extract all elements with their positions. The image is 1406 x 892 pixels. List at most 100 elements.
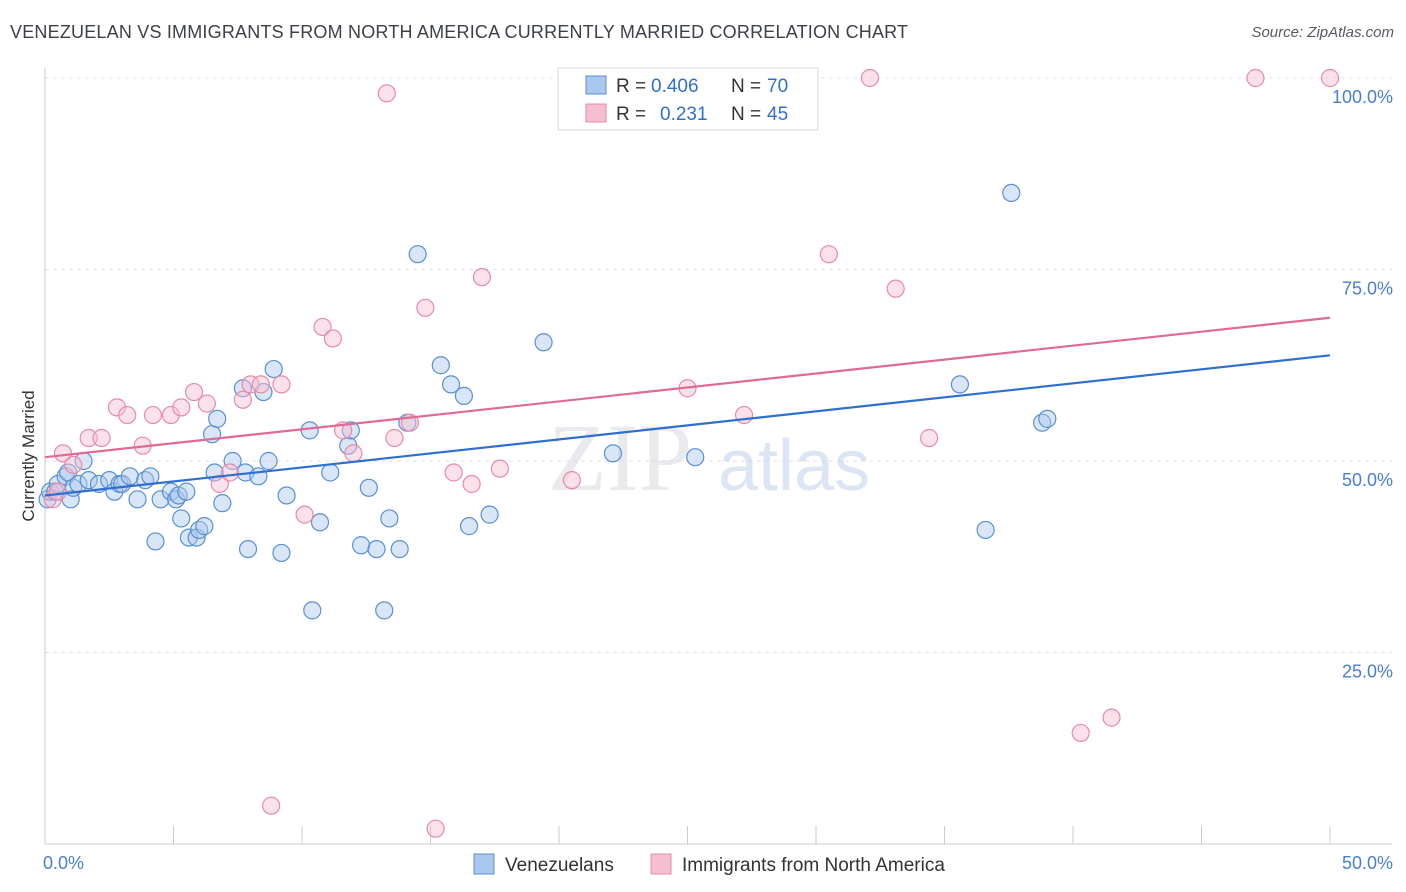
point-venezuelans bbox=[238, 539, 258, 559]
stats-box: R = 0.406 N = 70 R = 0.231 N = 45 bbox=[557, 67, 819, 131]
point-immigrants-north-america bbox=[562, 471, 581, 490]
point-immigrants-north-america bbox=[344, 444, 363, 463]
point-venezuelans bbox=[359, 478, 378, 497]
stats-n-value-2: 45 bbox=[767, 104, 788, 125]
point-venezuelans bbox=[272, 543, 291, 563]
point-venezuelans bbox=[223, 451, 242, 471]
legend-label-immigrants: Immigrants from North America bbox=[682, 855, 945, 876]
point-immigrants-north-america bbox=[161, 405, 181, 425]
legend: Venezuelans Immigrants from North Americ… bbox=[473, 853, 945, 876]
point-venezuelans bbox=[120, 467, 139, 486]
stats-r-label-1: R = bbox=[616, 76, 646, 97]
point-immigrants-north-america bbox=[184, 382, 204, 402]
y-tick-label: 100.0% bbox=[1332, 87, 1393, 107]
point-venezuelans bbox=[431, 356, 450, 375]
point-immigrants-north-america bbox=[444, 463, 463, 482]
point-immigrants-north-america bbox=[1102, 708, 1121, 727]
point-immigrants-north-america bbox=[197, 394, 217, 413]
point-immigrants-north-america bbox=[143, 405, 163, 425]
data-points bbox=[38, 68, 1340, 838]
legend-label-venezuelans: Venezuelans bbox=[505, 855, 614, 876]
point-venezuelans bbox=[146, 532, 165, 551]
point-immigrants-north-america bbox=[886, 279, 905, 298]
trend-line-venezuelans bbox=[44, 354, 1331, 497]
legend-swatch-venezuelans bbox=[473, 853, 495, 875]
point-venezuelans bbox=[172, 509, 191, 528]
trend-line-immigrants-north-america bbox=[44, 316, 1331, 459]
source-label: Source: ZipAtlas.com bbox=[1251, 24, 1394, 41]
point-venezuelans bbox=[1038, 409, 1057, 428]
point-immigrants-north-america bbox=[462, 474, 481, 494]
point-immigrants-north-america bbox=[1246, 68, 1265, 88]
point-venezuelans bbox=[480, 505, 499, 524]
point-immigrants-north-america bbox=[241, 375, 260, 394]
point-venezuelans bbox=[603, 444, 623, 463]
watermark-atlas: atlas bbox=[718, 426, 870, 506]
y-tick-label: 25.0% bbox=[1342, 662, 1393, 682]
point-immigrants-north-america bbox=[323, 329, 342, 348]
chart-title: VENEZUELAN VS IMMIGRANTS FROM NORTH AMER… bbox=[10, 22, 909, 42]
point-immigrants-north-america bbox=[272, 375, 291, 394]
point-venezuelans bbox=[195, 517, 214, 536]
stats-n-label-1: N = bbox=[731, 76, 761, 97]
point-venezuelans bbox=[454, 386, 474, 405]
point-venezuelans bbox=[380, 509, 399, 528]
point-immigrants-north-america bbox=[64, 455, 83, 474]
point-immigrants-north-america bbox=[1320, 68, 1340, 88]
point-immigrants-north-america bbox=[313, 317, 332, 337]
point-venezuelans bbox=[686, 448, 705, 467]
point-immigrants-north-america bbox=[860, 68, 880, 88]
point-venezuelans bbox=[277, 486, 296, 505]
point-venezuelans bbox=[303, 601, 322, 620]
point-venezuelans bbox=[441, 375, 461, 394]
point-immigrants-north-america bbox=[92, 428, 111, 448]
point-venezuelans bbox=[459, 517, 479, 536]
point-immigrants-north-america bbox=[251, 375, 270, 394]
axes: 0.0% 50.0% bbox=[43, 68, 1393, 873]
point-immigrants-north-america bbox=[48, 482, 67, 501]
point-immigrants-north-america bbox=[377, 84, 396, 103]
point-venezuelans bbox=[534, 333, 553, 352]
point-venezuelans bbox=[341, 421, 360, 440]
point-venezuelans bbox=[1002, 183, 1021, 202]
point-venezuelans bbox=[177, 482, 196, 501]
point-venezuelans bbox=[950, 375, 970, 394]
point-immigrants-north-america bbox=[919, 428, 939, 448]
x-tick-label: 0.0% bbox=[43, 853, 84, 873]
point-immigrants-north-america bbox=[385, 428, 404, 448]
y-tick-label: 50.0% bbox=[1342, 470, 1393, 490]
point-immigrants-north-america bbox=[819, 245, 838, 264]
point-venezuelans bbox=[249, 467, 268, 486]
stats-n-label-2: N = bbox=[731, 104, 761, 125]
point-venezuelans bbox=[976, 520, 995, 540]
point-immigrants-north-america bbox=[262, 796, 281, 815]
point-immigrants-north-america bbox=[233, 390, 252, 409]
x-tick-label: 50.0% bbox=[1342, 853, 1393, 873]
point-venezuelans bbox=[321, 463, 340, 482]
point-venezuelans bbox=[179, 528, 199, 547]
point-venezuelans bbox=[375, 601, 394, 620]
point-immigrants-north-america bbox=[295, 505, 314, 524]
point-venezuelans bbox=[208, 409, 227, 428]
point-immigrants-north-america bbox=[118, 405, 137, 425]
point-venezuelans bbox=[264, 359, 283, 379]
point-venezuelans bbox=[408, 245, 427, 264]
point-venezuelans bbox=[367, 539, 386, 559]
point-immigrants-north-america bbox=[220, 463, 240, 482]
point-venezuelans bbox=[300, 421, 319, 440]
point-venezuelans bbox=[352, 536, 371, 555]
point-immigrants-north-america bbox=[416, 298, 435, 317]
point-venezuelans bbox=[213, 494, 232, 513]
point-immigrants-north-america bbox=[172, 398, 191, 417]
stats-swatch-blue bbox=[585, 75, 607, 95]
gridlines: 25.0% 50.0% 75.0% 100.0% bbox=[45, 77, 1393, 682]
stats-r-value-2: 0.231 bbox=[660, 104, 708, 125]
point-venezuelans bbox=[310, 513, 330, 532]
stats-r-value-1: 0.406 bbox=[651, 76, 699, 97]
point-immigrants-north-america bbox=[107, 398, 127, 417]
point-immigrants-north-america bbox=[79, 428, 98, 448]
stats-r-label-2: R = bbox=[616, 104, 646, 125]
point-immigrants-north-america bbox=[1071, 723, 1090, 743]
point-immigrants-north-america bbox=[426, 819, 445, 838]
